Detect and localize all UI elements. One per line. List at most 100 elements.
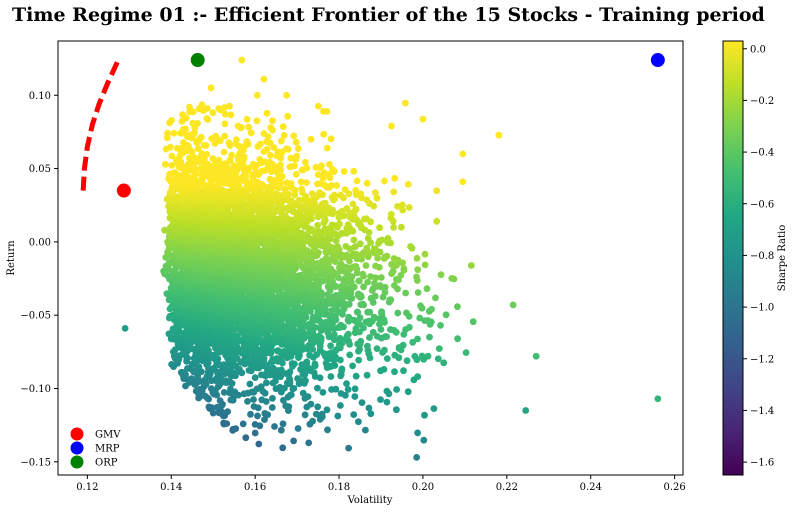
portfolio-point (336, 334, 344, 342)
portfolio-point (283, 179, 291, 187)
portfolio-point (227, 385, 234, 393)
portfolio-point (414, 289, 422, 296)
portfolio-point (363, 179, 371, 187)
portfolio-point (209, 409, 217, 417)
portfolio-point (303, 358, 311, 366)
portfolio-point (371, 280, 378, 287)
portfolio-point (417, 302, 424, 310)
portfolio-point (414, 429, 421, 437)
portfolio-point (334, 412, 342, 420)
portfolio-point (168, 361, 176, 368)
portfolio-point (377, 326, 385, 333)
chart-title: Time Regime 01 :- Efficient Frontier of … (12, 4, 765, 26)
portfolio-point (383, 333, 390, 340)
portfolio-point (208, 385, 215, 393)
portfolio-point (321, 199, 329, 207)
portfolio-point (261, 416, 268, 423)
portfolio-point (374, 254, 381, 262)
portfolio-point (387, 210, 395, 218)
portfolio-point (362, 262, 370, 269)
portfolio-point (337, 191, 344, 199)
portfolio-point (266, 175, 274, 183)
portfolio-point (316, 317, 323, 324)
portfolio-point (334, 243, 341, 251)
portfolio-point (402, 289, 409, 297)
portfolio-point (467, 262, 475, 269)
portfolio-point (359, 270, 367, 278)
portfolio-point (433, 217, 441, 225)
portfolio-point (424, 352, 432, 360)
portfolio-point (421, 411, 428, 419)
portfolio-point (314, 221, 321, 229)
portfolio-point (337, 260, 345, 268)
portfolio-point (345, 444, 352, 452)
portfolio-point (161, 226, 169, 234)
portfolio-point (390, 224, 397, 231)
portfolio-point (391, 282, 398, 289)
portfolio-point (387, 326, 394, 333)
portfolio-point (171, 169, 179, 177)
portfolio-point (353, 308, 361, 316)
portfolio-point (251, 374, 259, 381)
portfolio-point (380, 366, 388, 373)
portfolio-point (309, 313, 317, 321)
portfolio-point (177, 270, 185, 278)
portfolio-point (442, 311, 450, 319)
portfolio-point (355, 418, 362, 426)
portfolio-point (272, 377, 279, 385)
portfolio-point (400, 367, 407, 375)
portfolio-point (351, 393, 359, 400)
portfolio-point (437, 322, 444, 329)
portfolio-point (404, 181, 412, 188)
portfolio-point (306, 351, 313, 359)
portfolio-point (332, 353, 339, 361)
portfolio-point (302, 377, 309, 384)
portfolio-point (372, 262, 379, 270)
plot-area (80, 53, 665, 461)
portfolio-point (350, 236, 358, 244)
portfolio-point (355, 277, 363, 285)
portfolio-point (279, 420, 287, 428)
portfolio-point (376, 282, 384, 289)
portfolio-point (319, 389, 327, 396)
portfolio-point (391, 351, 399, 359)
portfolio-point (349, 200, 357, 208)
portfolio-point (390, 188, 398, 196)
portfolio-point (287, 391, 295, 399)
portfolio-point (424, 317, 432, 324)
portfolio-point (318, 162, 325, 170)
portfolio-point (391, 368, 398, 376)
portfolio-point (357, 337, 365, 345)
portfolio-point (278, 366, 285, 374)
portfolio-point (324, 426, 331, 434)
portfolio-point (411, 352, 419, 360)
portfolio-point (432, 294, 439, 302)
portfolio-point (279, 444, 287, 452)
portfolio-point (340, 168, 348, 175)
portfolio-point (421, 261, 429, 269)
portfolio-point (370, 313, 378, 321)
portfolio-point (337, 402, 344, 409)
portfolio-point (320, 297, 327, 305)
portfolio-point (195, 363, 203, 371)
portfolio-point (323, 406, 331, 414)
portfolio-point (325, 204, 333, 212)
portfolio-point (399, 341, 407, 349)
portfolio-point (350, 411, 358, 418)
portfolio-point (292, 171, 300, 178)
portfolio-point (389, 267, 397, 275)
portfolio-point (318, 410, 326, 418)
portfolio-cloud (160, 99, 503, 452)
portfolio-point (277, 426, 285, 434)
portfolio-point (246, 380, 254, 388)
portfolio-point (440, 359, 448, 367)
portfolio-point (324, 235, 331, 243)
portfolio-point (371, 292, 379, 300)
portfolio-point (383, 398, 391, 406)
portfolio-point (343, 205, 351, 212)
portfolio-point (333, 182, 340, 189)
portfolio-point (314, 180, 321, 188)
portfolio-point (414, 266, 422, 274)
portfolio-point (352, 187, 360, 194)
portfolio-point (454, 303, 461, 311)
